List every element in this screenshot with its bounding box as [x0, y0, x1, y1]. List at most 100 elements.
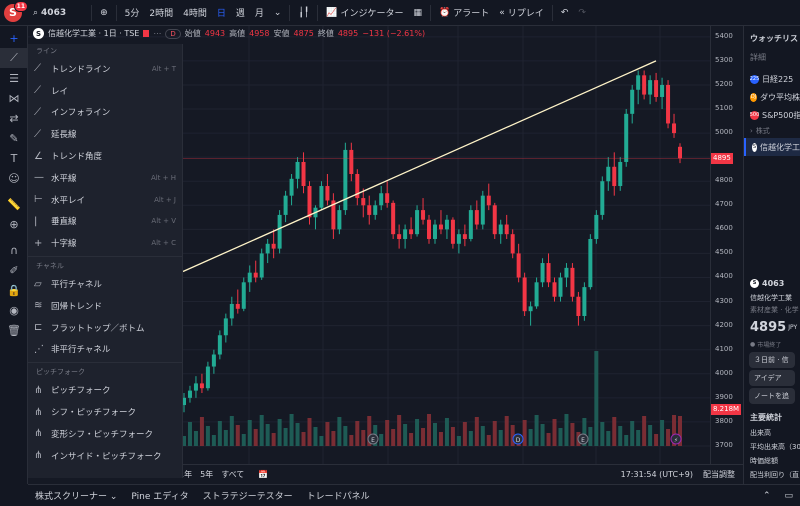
news-button[interactable]: ３日前 · 信: [749, 352, 795, 368]
indicators-button[interactable]: 📈 インジケーター: [326, 7, 404, 20]
range-1y[interactable]: 1年: [179, 470, 193, 479]
tab-trading-panel[interactable]: トレードパネル: [306, 492, 370, 502]
pencil-lock-icon: ✐: [9, 263, 19, 277]
time-axis[interactable]: 1年 5年 すべて 📅 17:31:54 (UTC+9) 配当調整: [179, 464, 743, 484]
interval-2h[interactable]: 2時間: [149, 9, 174, 19]
maximize-icon[interactable]: ▭: [784, 490, 793, 501]
delete-tool[interactable]: 🗑: [0, 320, 28, 340]
watchlist-item-dow[interactable]: DJ ダウ平均株: [750, 92, 800, 102]
pattern-tool[interactable]: ⋈: [0, 88, 28, 108]
zoom-tool[interactable]: ⊕: [0, 214, 28, 234]
watchlist-item-nikkei[interactable]: 225 日経225: [749, 74, 794, 84]
volume-bar: [301, 432, 306, 446]
volume-bar: [462, 422, 467, 446]
candle-body: [379, 193, 384, 206]
menu-item[interactable]: ⋔ インサイド・ピッチフォーク: [28, 445, 182, 467]
menu-item[interactable]: ⟋ インフォライン: [28, 102, 182, 124]
current-price-tag: 4895: [711, 153, 733, 165]
watchlist-section-stocks[interactable]: › 株式: [750, 127, 770, 135]
undo-button[interactable]: ↶: [556, 0, 574, 26]
menu-item[interactable]: ⊢ 水平レイ Alt + J: [28, 189, 182, 211]
candle-body: [343, 149, 348, 211]
candle-body: [612, 166, 617, 187]
redo-button[interactable]: ↷: [573, 0, 591, 26]
interval-4h[interactable]: 4時間: [183, 9, 207, 19]
volume-bar: [678, 416, 682, 446]
tab-strategy-tester[interactable]: ストラテジーテスター: [202, 492, 293, 502]
visibility-tool[interactable]: ◉: [0, 300, 28, 320]
high-value: 4958: [249, 29, 270, 38]
volume-bar: [385, 420, 390, 446]
range-5y[interactable]: 5年: [200, 470, 214, 479]
volume-bar: [510, 425, 515, 446]
interval-month[interactable]: 月: [254, 9, 264, 19]
interval-day[interactable]: 日: [216, 9, 226, 19]
trendline-tool[interactable]: ⟋: [0, 48, 28, 68]
idea-button[interactable]: アイデア: [749, 370, 795, 386]
lock-tool[interactable]: 🔒: [0, 280, 28, 300]
tab-stock-screener[interactable]: 株式スクリーナー ⌄: [35, 492, 118, 502]
menu-item[interactable]: + 十字線 Alt + C: [28, 232, 182, 254]
volume-bar: [636, 430, 641, 446]
watchlist-title[interactable]: ウォッチリスト: [750, 33, 800, 43]
emoji-tool[interactable]: ☺: [0, 168, 28, 188]
candle-body: [582, 287, 587, 316]
tool-icon: ⋰: [34, 343, 44, 355]
candle-body: [385, 193, 390, 203]
clock-readout[interactable]: 17:31:54 (UTC+9): [620, 470, 693, 479]
open-value: 4943: [204, 29, 226, 38]
user-avatar[interactable]: S 11: [4, 0, 28, 22]
tool-icon: —: [34, 172, 44, 184]
trash-icon: 🗑: [7, 323, 21, 337]
brush-tool[interactable]: ✎: [0, 128, 28, 148]
menu-item[interactable]: ⋰ 非平行チャネル: [28, 339, 182, 361]
candle-body: [301, 161, 306, 187]
menu-item-label: 垂直線: [51, 217, 77, 228]
price-axis[interactable]: 4895 8.218M 5400 5300 5200 5100 5000 4800 4700…: [710, 26, 743, 464]
menu-item[interactable]: ⟋ トレンドライン Alt + T: [28, 58, 182, 80]
add-note-button[interactable]: ノートを追: [749, 388, 795, 404]
adjust-toggle[interactable]: 配当調整: [703, 470, 735, 479]
replay-button[interactable]: «リプレイ: [499, 7, 544, 20]
collapse-icon[interactable]: ⌃: [762, 490, 771, 501]
symbol-search[interactable]: ⌕ 4063: [33, 7, 67, 18]
menu-item[interactable]: ⟋ 延長線: [28, 123, 182, 145]
candle-body: [409, 229, 414, 235]
menu-item[interactable]: — 水平線 Alt + H: [28, 167, 182, 189]
candle-body: [432, 224, 437, 239]
alert-button[interactable]: ⏰ アラート: [439, 7, 490, 20]
volume-bar: [295, 423, 300, 446]
volume-bar: [534, 415, 539, 446]
magnet-tool[interactable]: ∩: [0, 240, 28, 260]
range-all[interactable]: すべて: [221, 470, 245, 479]
data-badge[interactable]: D: [165, 28, 181, 39]
menu-item[interactable]: ⋔ 変形シフ・ピッチフォーク: [28, 423, 182, 445]
interval-week[interactable]: 週: [235, 9, 245, 19]
menu-item[interactable]: ⋔ シフ・ピッチフォーク: [28, 401, 182, 423]
volume-bar: [229, 416, 234, 446]
crosshair-tool[interactable]: +: [0, 28, 28, 48]
menu-item[interactable]: ≋ 回帰トレンド: [28, 295, 182, 317]
watchlist-item-active[interactable]: S 信越化学工: [744, 138, 800, 156]
fib-tool[interactable]: ☰: [0, 68, 28, 88]
compare-button[interactable]: ⊕: [95, 0, 113, 26]
interval-5m[interactable]: 5分: [124, 9, 140, 19]
calendar-icon[interactable]: 📅: [258, 470, 269, 479]
measure-tool[interactable]: 📏: [0, 194, 28, 214]
lock-drawing-tool[interactable]: ✐: [0, 260, 28, 280]
menu-item[interactable]: ▱ 平行チャネル: [28, 273, 182, 295]
text-tool[interactable]: T: [0, 148, 28, 168]
price-tick-label: 3800: [715, 416, 733, 425]
menu-item[interactable]: ⟋ レイ: [28, 80, 182, 102]
menu-item[interactable]: ∠ トレンド角度: [28, 145, 182, 167]
interval-dropdown[interactable]: ⌄: [269, 0, 287, 26]
layout-button[interactable]: ▦: [409, 0, 428, 26]
tab-pine-editor[interactable]: Pine エディタ: [131, 492, 189, 502]
prediction-tool[interactable]: ⇄: [0, 108, 28, 128]
menu-item[interactable]: | 垂直線 Alt + V: [28, 211, 182, 233]
chart-type-button[interactable]: ╽╿: [293, 0, 314, 26]
menu-item[interactable]: ⊏ フラットトップ／ボトム: [28, 317, 182, 339]
menu-item-label: インサイド・ピッチフォーク: [51, 451, 162, 462]
menu-item[interactable]: ⋔ ピッチフォーク: [28, 379, 182, 401]
